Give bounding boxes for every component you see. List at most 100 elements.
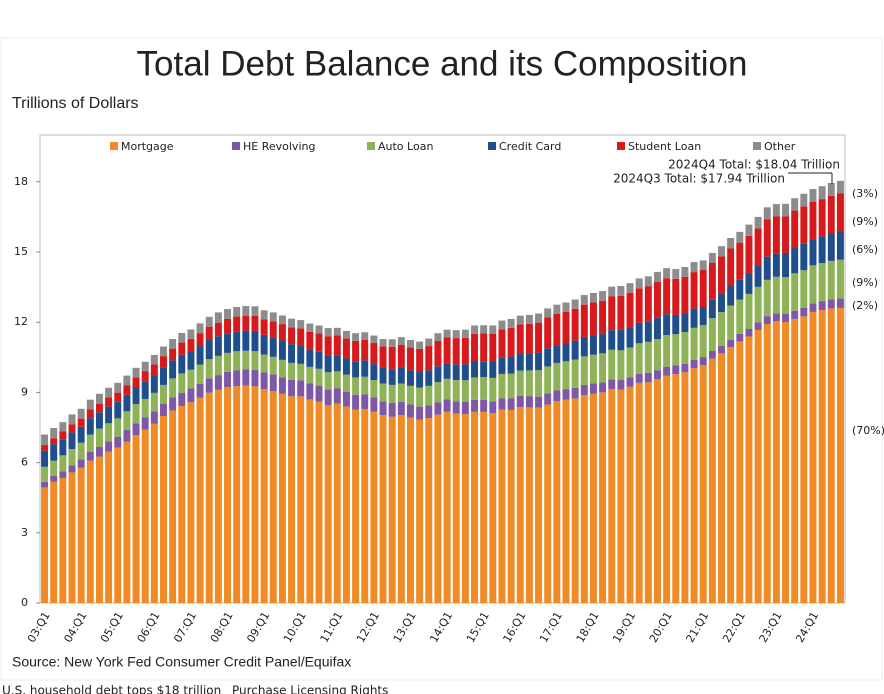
- bar-segment: [836, 231, 844, 260]
- bar-segment: [736, 242, 744, 280]
- bar-segment: [169, 348, 177, 361]
- bar-segment: [333, 388, 341, 404]
- bar-segment: [809, 201, 817, 240]
- bar-segment: [370, 364, 378, 380]
- y-tick-label: 3: [21, 526, 28, 539]
- legend-swatch: [488, 142, 496, 150]
- bar-segment: [535, 370, 543, 397]
- licensing-link[interactable]: Purchase Licensing Rights: [232, 684, 388, 694]
- legend-swatch: [753, 142, 761, 150]
- share-label: (2%): [852, 299, 878, 312]
- bar-segment: [635, 343, 643, 374]
- bar-segment: [333, 403, 341, 603]
- bar-segment: [333, 335, 341, 356]
- bar-segment: [461, 401, 469, 415]
- bar-segment: [800, 316, 808, 603]
- bar-segment: [644, 276, 652, 287]
- share-label: (3%): [852, 187, 878, 200]
- bar-segment: [727, 285, 735, 306]
- bar-segment: [699, 270, 707, 307]
- bar-segment: [589, 354, 597, 384]
- bar-segment: [214, 322, 222, 337]
- bar-segment: [425, 418, 433, 603]
- bar-segment: [580, 304, 588, 337]
- share-label: (9%): [852, 276, 878, 289]
- bar-segment: [370, 397, 378, 412]
- bar-segment: [516, 354, 524, 371]
- bar-segment: [434, 340, 442, 367]
- bar-segment: [708, 252, 716, 263]
- bar-segment: [836, 298, 844, 308]
- bar-segment: [214, 355, 222, 376]
- bar-segment: [727, 248, 735, 286]
- bar-segment: [718, 353, 725, 603]
- bar-segment: [315, 325, 323, 334]
- bar-segment: [41, 450, 49, 467]
- bar-segment: [827, 182, 835, 196]
- bar-segment: [77, 418, 85, 427]
- bar-segment: [361, 332, 369, 340]
- bar-segment: [233, 306, 241, 317]
- bar-segment: [205, 359, 213, 379]
- bar-segment: [471, 333, 478, 362]
- bar-segment: [772, 253, 780, 277]
- bar-segment: [150, 354, 158, 365]
- bar-segment: [617, 350, 625, 380]
- bar-segment: [388, 346, 396, 370]
- bar-segment: [498, 398, 506, 410]
- bar-segment: [95, 393, 103, 404]
- bar-segment: [425, 346, 433, 371]
- bar-segment: [708, 299, 716, 319]
- bar-segment: [77, 459, 85, 468]
- bar-segment: [233, 351, 241, 371]
- bar-segment: [480, 399, 488, 412]
- bar-segment: [169, 360, 177, 379]
- bar-segment: [214, 336, 222, 356]
- bar-segment: [452, 330, 460, 339]
- bar-segment: [269, 321, 277, 338]
- bar-segment: [178, 354, 186, 374]
- bar-segment: [297, 396, 305, 603]
- legend-swatch: [617, 142, 625, 150]
- bar-segment: [681, 363, 689, 373]
- bar-segment: [644, 321, 652, 342]
- bar-segment: [141, 361, 149, 372]
- bar-segment: [132, 435, 140, 603]
- bar-segment: [196, 333, 204, 347]
- bar-segment: [160, 346, 167, 357]
- bar-segment: [452, 413, 460, 603]
- bar-segment: [306, 366, 314, 384]
- bar-segment: [297, 328, 305, 347]
- bar-segment: [123, 385, 131, 395]
- bar-segment: [754, 216, 762, 229]
- bar-segment: [379, 367, 387, 384]
- legend-label: Other: [764, 140, 796, 153]
- bar-segment: [562, 302, 570, 312]
- bar-segment: [772, 204, 780, 217]
- bar-segment: [352, 340, 360, 362]
- bar-segment: [178, 373, 186, 393]
- bar-segment: [571, 359, 579, 388]
- bar-segment: [388, 339, 396, 347]
- bar-segment: [791, 310, 799, 319]
- bar-segment: [443, 411, 451, 603]
- bar-segment: [160, 384, 167, 404]
- bar-segment: [507, 398, 515, 410]
- bar-segment: [754, 265, 762, 287]
- bar-segment: [489, 377, 497, 402]
- bar-segment: [690, 272, 698, 309]
- bar-segment: [251, 330, 259, 352]
- bar-segment: [461, 364, 469, 381]
- bar-segment: [59, 471, 67, 479]
- bar-segment: [672, 374, 680, 603]
- bar-segment: [818, 186, 826, 200]
- bar-segment: [599, 382, 607, 393]
- bar-segment: [114, 447, 122, 603]
- bar-segment: [205, 316, 213, 327]
- bar-segment: [397, 415, 405, 603]
- bar-segment: [708, 350, 716, 359]
- bar-segment: [224, 371, 232, 388]
- bar-segment: [361, 409, 369, 603]
- bar-segment: [626, 327, 634, 348]
- bar-segment: [782, 314, 790, 322]
